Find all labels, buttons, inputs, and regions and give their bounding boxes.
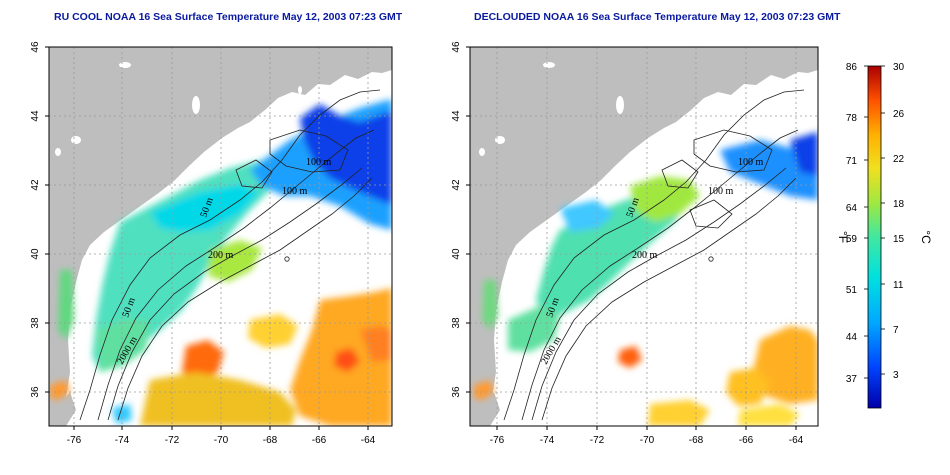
right-y-tick-labels: 46 44 42 40 38 36 — [451, 41, 462, 398]
x-tick-label: -66 — [739, 435, 754, 446]
right-map-land — [470, 47, 818, 418]
y-tick-label: 36 — [30, 386, 41, 398]
right-map-lakes — [479, 62, 624, 156]
celsius-tick: 11 — [893, 280, 904, 291]
isobath-label: 200 m — [632, 250, 658, 261]
right-map-frame — [469, 46, 819, 427]
left-x-tick-labels: -76 -74 -72 -70 -68 -66 -64 — [67, 435, 376, 446]
x-tick-label: -72 — [590, 435, 605, 446]
x-tick-label: -64 — [789, 435, 804, 446]
x-tick-label: -70 — [214, 435, 229, 446]
isobath-label: 100 m — [738, 157, 764, 168]
celsius-tick: 3 — [893, 370, 899, 381]
right-grid — [470, 47, 818, 426]
right-tick-marks — [466, 46, 797, 430]
fahrenheit-unit-label: °F — [836, 231, 850, 243]
celsius-tick: 30 — [893, 62, 905, 73]
isobath-label: 100 m — [282, 186, 308, 197]
celsius-tick: 26 — [893, 109, 905, 120]
left-y-tick-labels: 46 44 42 40 38 36 — [30, 41, 41, 398]
y-tick-label: 40 — [451, 248, 462, 260]
left-grid — [49, 47, 392, 426]
celsius-tick: 15 — [893, 234, 905, 245]
y-tick-label: 46 — [451, 41, 462, 53]
x-tick-label: -68 — [263, 435, 278, 446]
celsius-unit-label: °C — [919, 230, 933, 244]
y-tick-label: 36 — [451, 386, 462, 398]
left-isobaths — [79, 89, 381, 421]
y-tick-label: 38 — [30, 317, 41, 329]
colorbar-ticks — [864, 65, 885, 379]
isobath-label: 100 m — [306, 157, 332, 168]
left-map: 50 m 100 m 200 m 50 m 2000 m 100 m -76 -… — [30, 41, 393, 446]
colorbar-gradient — [867, 65, 882, 409]
x-tick-label: -70 — [640, 435, 655, 446]
fahrenheit-tick: 37 — [846, 374, 858, 385]
x-tick-label: -76 — [490, 435, 505, 446]
x-tick-label: -74 — [115, 435, 130, 446]
fahrenheit-tick: 86 — [846, 62, 858, 73]
celsius-ticks: 30 26 22 18 15 11 7 3 — [893, 62, 905, 381]
x-tick-label: -64 — [361, 435, 376, 446]
fahrenheit-tick: 71 — [846, 156, 858, 167]
left-map-title: RU COOL NOAA 16 Sea Surface Temperature … — [54, 11, 403, 23]
colorbar: 86 78 71 64 59 51 44 37 30 26 22 18 15 1… — [836, 62, 933, 409]
y-tick-label: 44 — [451, 110, 462, 122]
x-tick-label: -72 — [165, 435, 180, 446]
left-tick-marks — [45, 46, 369, 430]
isobath-label: 200 m — [208, 250, 234, 261]
right-map-title: DECLOUDED NOAA 16 Sea Surface Temperatur… — [474, 11, 841, 23]
y-tick-label: 44 — [30, 110, 41, 122]
right-map: 50 m 100 m 200 m 50 m 2000 m 100 m -76 -… — [451, 41, 819, 446]
x-tick-label: -68 — [689, 435, 704, 446]
celsius-tick: 18 — [893, 199, 905, 210]
y-tick-label: 46 — [30, 41, 41, 53]
x-tick-label: -74 — [540, 435, 555, 446]
fahrenheit-tick: 51 — [846, 285, 858, 296]
left-isobath-labels: 50 m 100 m 200 m 50 m 2000 m 100 m — [115, 157, 331, 367]
y-tick-label: 38 — [451, 317, 462, 329]
x-tick-label: -76 — [67, 435, 82, 446]
y-tick-label: 42 — [30, 179, 41, 191]
right-sst-field — [474, 132, 818, 426]
fahrenheit-tick: 78 — [846, 113, 858, 124]
fahrenheit-ticks: 86 78 71 64 59 51 44 37 — [846, 62, 858, 385]
fahrenheit-tick: 64 — [846, 203, 858, 214]
fahrenheit-tick: 44 — [846, 332, 858, 343]
y-tick-label: 42 — [451, 179, 462, 191]
celsius-tick: 7 — [893, 325, 899, 336]
celsius-tick: 22 — [893, 154, 905, 165]
right-x-tick-labels: -76 -74 -72 -70 -68 -66 -64 — [490, 435, 804, 446]
fahrenheit-tick: 59 — [846, 234, 858, 245]
isobath-label: 100 m — [708, 186, 734, 197]
left-map-lakes — [55, 62, 302, 156]
left-map-land — [49, 47, 392, 418]
x-tick-label: -66 — [312, 435, 327, 446]
right-isobaths — [503, 89, 805, 421]
y-tick-label: 40 — [30, 248, 41, 260]
